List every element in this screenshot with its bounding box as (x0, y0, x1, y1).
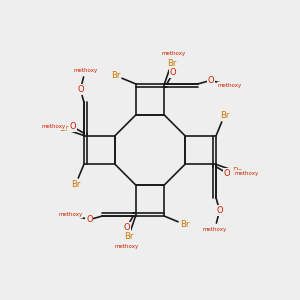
Text: methoxy: methoxy (203, 227, 227, 232)
Text: Br: Br (232, 167, 241, 176)
Text: methoxy: methoxy (217, 83, 242, 88)
Text: O: O (170, 68, 177, 77)
Text: methoxy: methoxy (115, 244, 139, 249)
Text: Br: Br (220, 111, 229, 120)
Text: methoxy: methoxy (58, 212, 83, 217)
Text: methoxy: methoxy (235, 171, 259, 176)
Text: O: O (207, 76, 214, 85)
Text: Br: Br (71, 180, 80, 189)
Text: O: O (77, 85, 84, 94)
Text: O: O (224, 169, 231, 178)
Text: O: O (123, 223, 130, 232)
Text: Br: Br (167, 59, 176, 68)
Text: O: O (86, 215, 93, 224)
Text: methoxy: methoxy (161, 51, 185, 56)
Text: Br: Br (59, 124, 68, 133)
Text: O: O (216, 206, 223, 215)
Text: O: O (69, 122, 76, 131)
Text: Br: Br (180, 220, 189, 229)
Text: methoxy: methoxy (73, 68, 97, 73)
Text: methoxy: methoxy (41, 124, 65, 129)
Text: Br: Br (124, 232, 133, 241)
Text: Br: Br (111, 71, 120, 80)
